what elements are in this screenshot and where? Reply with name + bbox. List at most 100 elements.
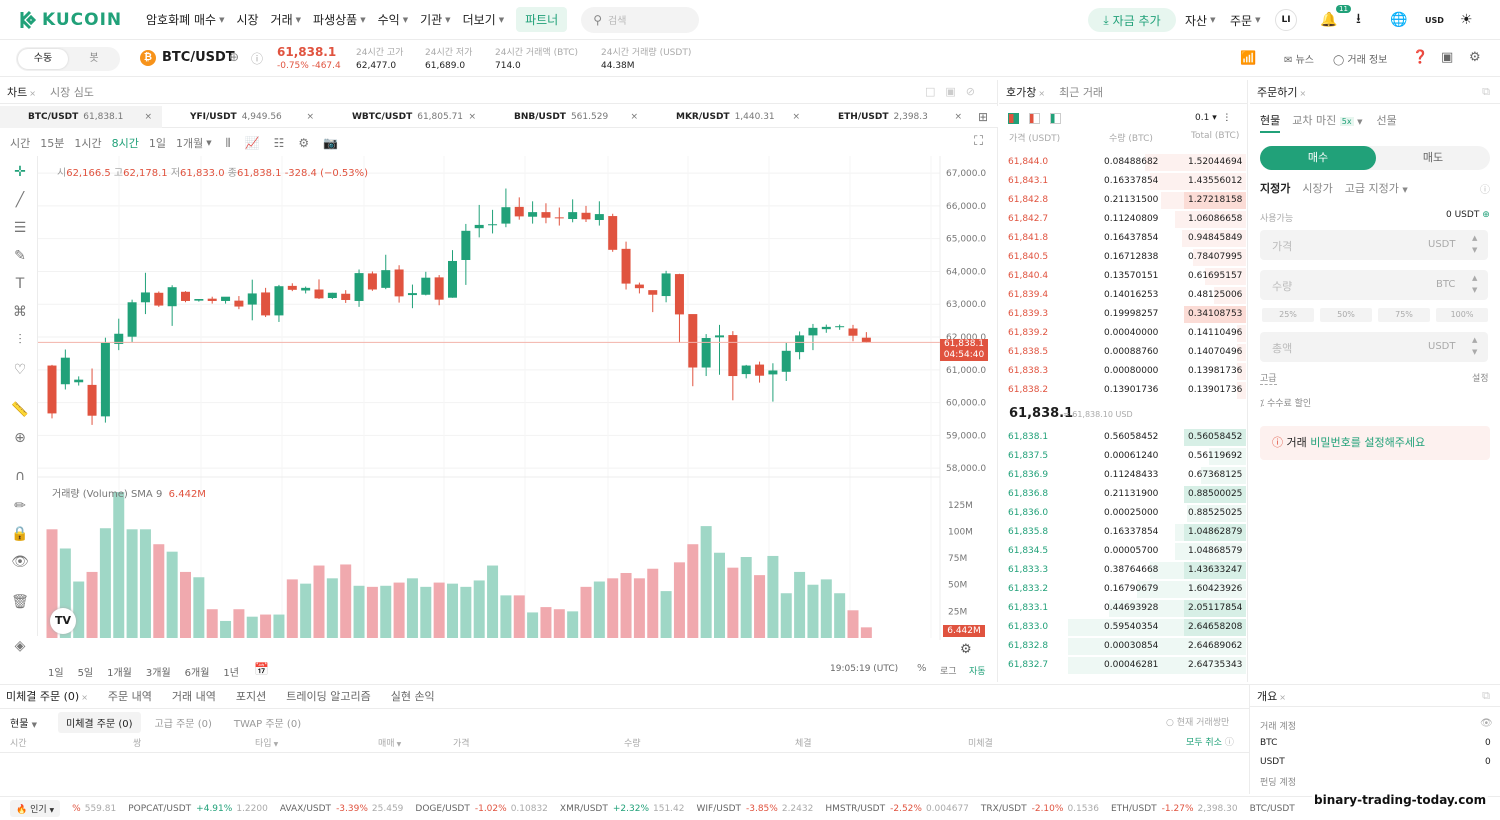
utc-time[interactable]: 19:05:19 (UTC) [830, 664, 899, 674]
ask-row[interactable]: 61,838.5 0.00088760 0.14070496 [1000, 343, 1246, 362]
notification-bell[interactable]: 🔔 11 [1320, 0, 1351, 40]
bid-row[interactable]: 61,833.1 0.44693928 2.05117854 [1000, 599, 1246, 618]
orders-tab-4[interactable]: 트레이딩 알고리즘 [286, 688, 370, 704]
mode-manual[interactable]: 수동 [18, 49, 68, 69]
log-toggle[interactable]: 로그 [940, 667, 957, 677]
info-icon[interactable]: ⓘ [251, 52, 264, 66]
download-app-button[interactable]: ⭳ [1356, 0, 1361, 40]
chart-settings-icon[interactable]: ⚙ [960, 642, 972, 657]
ask-row[interactable]: 61,838.3 0.00080000 0.13981736 [1000, 362, 1246, 381]
price-stepper-icon[interactable]: ▲ ▼ [1472, 234, 1478, 254]
zoom-in-icon[interactable]: ⊕ [14, 430, 26, 446]
nav-item-5[interactable]: 기관 ▼ [420, 11, 450, 28]
orders-subtab-1[interactable]: 고급 주문 (0) [154, 719, 212, 730]
nav-item-3[interactable]: 파생상품 ▼ [313, 11, 366, 28]
close-icon[interactable]: × [81, 693, 88, 702]
close-icon[interactable]: × [29, 88, 36, 98]
pct-50-button[interactable]: 50% [1320, 308, 1372, 322]
timeframe-1[interactable]: 15분 [40, 137, 65, 150]
layout-icon[interactable]: ▣ [1441, 50, 1454, 65]
popout-icon[interactable]: ⧉ [1482, 688, 1490, 702]
crosshair-icon[interactable]: ✛ [14, 164, 26, 180]
nav-item-6[interactable]: 더보기 ▼ [463, 11, 505, 28]
ask-row[interactable]: 61,839.2 0.00040000 0.14110496 [1000, 324, 1246, 343]
timeframe-5[interactable]: 1개월 [176, 137, 204, 150]
ask-row[interactable]: 61,842.7 0.11240809 1.06086658 [1000, 210, 1246, 229]
orders-tab-5[interactable]: 실현 손익 [391, 688, 435, 704]
popout-icon[interactable]: ⧉ [1482, 84, 1490, 98]
tradingview-logo-icon[interactable]: TV [50, 608, 76, 634]
tab-advanced-limit[interactable]: 고급 지정가 ▼ [1344, 182, 1408, 195]
symbol-dropdown-icon[interactable]: ⊕ [229, 50, 240, 64]
bid-row[interactable]: 61,837.5 0.00061240 0.56119692 [1000, 447, 1246, 466]
close-icon[interactable]: × [144, 112, 152, 122]
brush-icon[interactable]: ✎ [14, 248, 26, 264]
current-pair-checkbox[interactable]: ○ 현재 거래쌍만 [1166, 715, 1229, 728]
cancel-all-button[interactable]: 모두 취소 ⓘ [1186, 735, 1234, 748]
orders-tab-1[interactable]: 주문 내역 [108, 688, 152, 704]
range-5[interactable]: 1년 [223, 668, 239, 679]
nav-item-2[interactable]: 거래 ▼ [271, 11, 301, 28]
kucoin-logo[interactable]: KUCOIN [18, 10, 130, 30]
tab-overview[interactable]: 개요 × [1257, 688, 1286, 704]
candle-type-icon[interactable]: ⫴ [225, 135, 231, 150]
pair-tab[interactable]: BTC/USDT 61,838.1 × [0, 106, 162, 128]
add-funds-icon[interactable]: ⊕ [1482, 210, 1490, 220]
ask-row[interactable]: 61,841.8 0.16437854 0.94845849 [1000, 229, 1246, 248]
market-filter[interactable]: 현물 ▼ [10, 719, 37, 730]
ask-row[interactable]: 61,839.3 0.19998257 0.34108753 [1000, 305, 1246, 324]
close-icon[interactable]: × [630, 112, 638, 122]
close-icon[interactable]: × [792, 112, 800, 122]
settings-link[interactable]: 설정 [1472, 374, 1489, 384]
mode-bot[interactable]: 봇 [89, 53, 99, 64]
tab-orderbook[interactable]: 호가창 × [1006, 84, 1045, 100]
set-password-link[interactable]: 비밀번호를 설정해주세요 [1310, 436, 1426, 449]
pair-tab[interactable]: BNB/USDT 561.529 × [486, 106, 648, 128]
bid-row[interactable]: 61,834.5 0.00005700 1.04868579 [1000, 542, 1246, 561]
measure-icon[interactable]: ⫶ [18, 332, 22, 348]
nav-item-1[interactable]: 시장 [236, 11, 258, 28]
settings-icon[interactable]: ⚙ [1469, 50, 1481, 65]
order-help-icon[interactable]: ⓘ [1480, 185, 1490, 196]
orders-tab-3[interactable]: 포지션 [236, 688, 266, 704]
range-4[interactable]: 6개월 [184, 668, 210, 679]
candlestick-chart[interactable]: 67,000.0 66,000.0 65,000.0 64,000.0 63,000.0… [38, 156, 998, 640]
bid-row[interactable]: 61,833.2 0.16790679 1.60423926 [1000, 580, 1246, 599]
close-icon[interactable]: × [1038, 88, 1046, 98]
view-both-icon[interactable] [1008, 113, 1019, 124]
precision-select[interactable]: 0.1 ▾ ⋮ [1195, 113, 1232, 123]
range-3[interactable]: 3개월 [145, 668, 171, 679]
horizontal-lines-icon[interactable]: ☰ [13, 220, 27, 236]
view-bids-icon[interactable] [1050, 113, 1061, 124]
close-icon[interactable]: × [1299, 88, 1307, 98]
orders-tab-2[interactable]: 거래 내역 [172, 688, 216, 704]
amount-stepper-icon[interactable]: ▲ ▼ [1472, 336, 1478, 356]
close-icon[interactable]: × [306, 112, 314, 122]
ask-row[interactable]: 61,839.4 0.14016253 0.48125006 [1000, 286, 1246, 305]
bid-row[interactable]: 61,832.7 0.00046281 2.64735343 [1000, 656, 1246, 675]
bid-row[interactable]: 61,836.9 0.11248433 0.67368125 [1000, 466, 1246, 485]
pair-tab[interactable]: YFI/USDT 4,949.56 × [162, 106, 324, 128]
ticker-item[interactable]: POPCAT/USDT +4.91% 1.2200 [128, 804, 268, 814]
trash-icon[interactable]: 🗑 [11, 594, 29, 610]
lock-drawing-icon[interactable]: ✏ [14, 498, 26, 514]
tab-order[interactable]: 주문하기 × [1257, 84, 1306, 100]
orders-subtab-0[interactable]: 미체결 주문 (0) [58, 712, 141, 733]
date-range-icon[interactable]: 📅 [254, 662, 269, 676]
bid-row[interactable]: 61,833.3 0.38764668 1.43633247 [1000, 561, 1246, 580]
ask-row[interactable]: 61,843.1 0.16337854 1.43556012 [1000, 172, 1246, 191]
nav-item-4[interactable]: 수익 ▼ [378, 11, 408, 28]
lock-icon[interactable]: 🔒 [11, 526, 29, 542]
ask-row[interactable]: 61,840.5 0.16712838 0.78407995 [1000, 248, 1246, 267]
orders-col-3[interactable]: 매매 ▼ [378, 736, 401, 749]
eye-icon[interactable]: 👁 [11, 554, 29, 570]
grid-menu-icon[interactable]: ⊞ [978, 110, 989, 124]
camera-icon[interactable]: 📷 [323, 136, 339, 150]
tab-limit[interactable]: 지정가 [1260, 182, 1291, 195]
panel-window-icons[interactable]: □▣⊘ [924, 85, 985, 98]
ticker-item[interactable]: DOGE/USDT -1.02% 0.10832 [415, 804, 548, 814]
settings-icon[interactable]: ⚙ [298, 136, 310, 150]
close-icon[interactable]: × [1279, 692, 1286, 702]
theme-toggle[interactable]: ☀ [1460, 0, 1473, 40]
language-button[interactable]: 🌐 [1390, 0, 1407, 40]
